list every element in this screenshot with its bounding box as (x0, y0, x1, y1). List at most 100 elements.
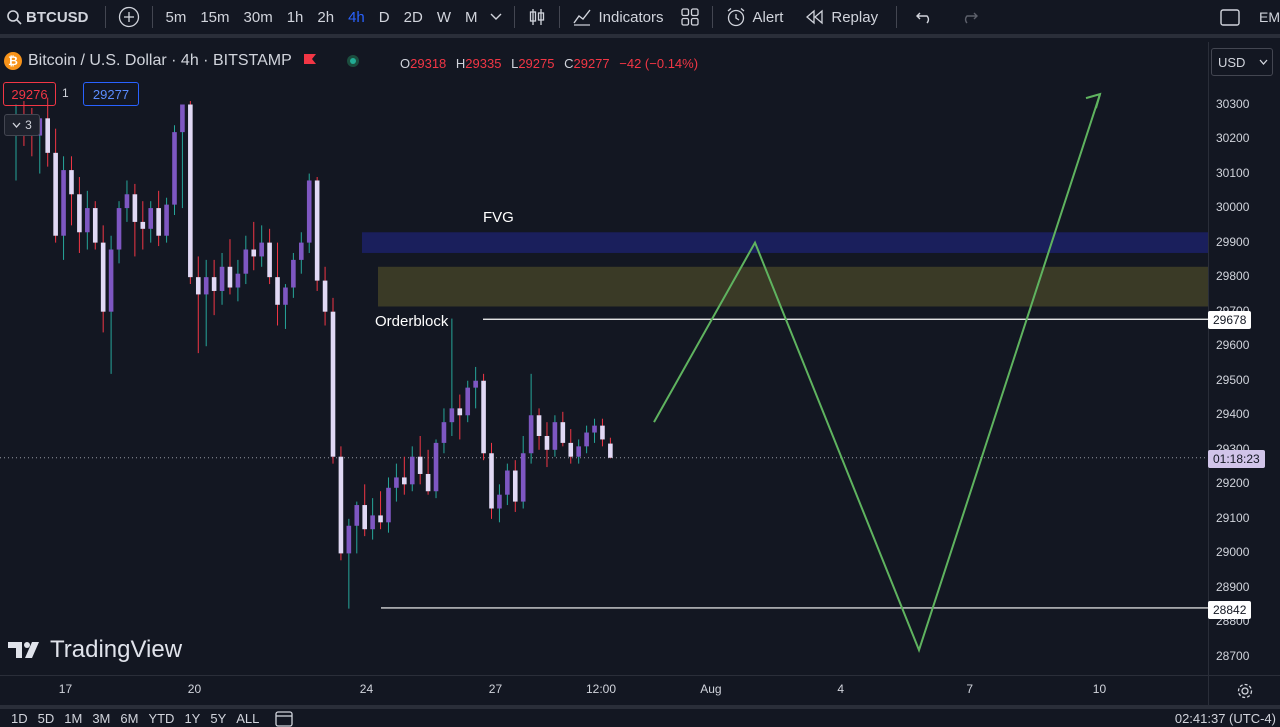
market-status-icon[interactable] (346, 54, 360, 68)
candle-body (465, 387, 471, 416)
redo-button[interactable] (953, 0, 985, 34)
search-icon (6, 9, 22, 25)
candle-body (449, 408, 455, 423)
candle-body (267, 242, 272, 278)
gear-icon (1236, 682, 1254, 700)
time-tick-label: 12:00 (586, 682, 617, 696)
candle-body (235, 273, 241, 288)
candle-body (227, 266, 233, 288)
candle-body (378, 515, 383, 523)
interval-list: 5m 15m 30m 1h 2h 4h D 2D W M (159, 0, 485, 34)
chevron-down-icon (1259, 59, 1268, 65)
fvg-label[interactable]: FVG (483, 209, 514, 226)
candle-body (45, 118, 50, 153)
bar-countdown-tag[interactable]: 01:18:23 (1208, 450, 1265, 468)
change-value: −42 (−0.14%) (619, 56, 699, 71)
range-1d[interactable]: 1D (11, 710, 28, 726)
utc-clock[interactable]: 02:41:37 (UTC-4) (1174, 710, 1276, 726)
price-tick-label: 30100 (1216, 165, 1250, 180)
range-all[interactable]: ALL (236, 710, 260, 726)
compare-add-button[interactable] (112, 0, 146, 34)
candle-body (473, 380, 478, 388)
chevron-down-icon (490, 13, 502, 21)
time-tick-label: 27 (488, 682, 503, 696)
range-3m[interactable]: 3M (92, 710, 111, 726)
candle-body (195, 277, 201, 295)
bitcoin-icon: ₿ (4, 52, 22, 70)
undo-button[interactable] (909, 0, 941, 34)
rewind-icon (805, 9, 825, 25)
symbol-search-button[interactable]: BTCUSD (0, 0, 95, 34)
range-5d[interactable]: 5D (37, 710, 55, 726)
range-1y[interactable]: 1Y (184, 710, 201, 726)
order-quantity[interactable]: 1 (62, 86, 69, 100)
candle-body (481, 380, 486, 454)
time-scale[interactable] (0, 675, 1208, 705)
time-tick-label: 20 (187, 682, 202, 696)
candle-body (425, 473, 431, 492)
range-6m[interactable]: 6M (120, 710, 139, 726)
candle-body (394, 477, 399, 488)
candle-body (100, 242, 106, 312)
range-5y[interactable]: 5Y (210, 710, 227, 726)
interval-15m[interactable]: 15m (200, 8, 230, 26)
projection-path (653, 93, 1101, 653)
symbol-label: BTCUSD (26, 8, 89, 26)
candle-body (457, 408, 463, 416)
chart-settings-button[interactable] (1208, 675, 1280, 705)
interval-dropdown-button[interactable] (484, 0, 508, 34)
candle-body (108, 249, 114, 312)
price-chart[interactable] (0, 42, 1208, 675)
candle-body (275, 277, 280, 305)
fullscreen-button[interactable] (1213, 0, 1247, 34)
divider (104, 6, 106, 28)
level-price-tag-high[interactable]: 29678 (1208, 311, 1252, 329)
range-ytd[interactable]: YTD (148, 710, 175, 726)
candle-body (77, 194, 82, 233)
alert-button[interactable]: Alert (719, 0, 790, 34)
sell-price-button[interactable]: 29276 (3, 82, 56, 106)
tradingview-logo[interactable]: TradingView (8, 636, 182, 664)
interval-2h[interactable]: 2h (317, 8, 335, 26)
currency-selector[interactable]: USD (1211, 48, 1273, 76)
candle-body (600, 425, 605, 440)
interval-4h[interactable]: 4h (348, 8, 365, 26)
open-value: 29318 (410, 56, 447, 71)
series-title[interactable]: Bitcoin / U.S. Dollar · 4h · BITSTAMP (28, 52, 292, 69)
price-scale[interactable] (1208, 42, 1280, 675)
chart-pane[interactable] (0, 42, 1208, 675)
orderblock-label[interactable]: Orderblock (375, 313, 449, 330)
projection-arrowhead (1085, 92, 1102, 109)
candle-body (520, 453, 526, 502)
cut-off-menu-label[interactable]: EM (1259, 9, 1280, 25)
interval-30m[interactable]: 30m (243, 8, 273, 26)
candle-body (164, 204, 169, 236)
interval-m[interactable]: M (464, 8, 478, 26)
buy-price-button[interactable]: 29277 (83, 82, 139, 106)
interval-1h[interactable]: 1h (286, 8, 304, 26)
range-1m[interactable]: 1M (64, 710, 83, 726)
calendar-icon[interactable] (274, 709, 294, 727)
date-range-list: 1D 5D 1M 3M 6M YTD 1Y 5Y ALL (0, 711, 264, 726)
fvg-zone (362, 232, 1208, 253)
replay-button[interactable]: Replay (799, 0, 884, 34)
flag-icon[interactable] (303, 54, 316, 68)
layouts-button[interactable] (674, 0, 706, 34)
chart-type-button[interactable] (521, 0, 553, 34)
indicator-collapse-button[interactable]: 3 (4, 114, 40, 136)
indicators-label: Indicators (598, 8, 664, 26)
candle-body (69, 170, 74, 195)
redo-icon (959, 9, 979, 25)
plus-circle-icon (118, 6, 140, 28)
ohlc-values: O29318 H29335 L29275 C29277 −42 (−0.14%) (400, 56, 699, 71)
indicators-button[interactable]: Indicators (566, 0, 669, 34)
candle-body (314, 180, 320, 281)
interval-5m[interactable]: 5m (165, 8, 187, 26)
interval-d[interactable]: D (378, 8, 390, 26)
interval-2d[interactable]: 2D (403, 8, 423, 26)
candle-body (497, 494, 502, 509)
alert-label: Alert (752, 8, 784, 26)
candle-body (505, 470, 510, 495)
interval-w[interactable]: W (436, 8, 451, 26)
level-price-tag-low[interactable]: 28842 (1208, 601, 1252, 619)
